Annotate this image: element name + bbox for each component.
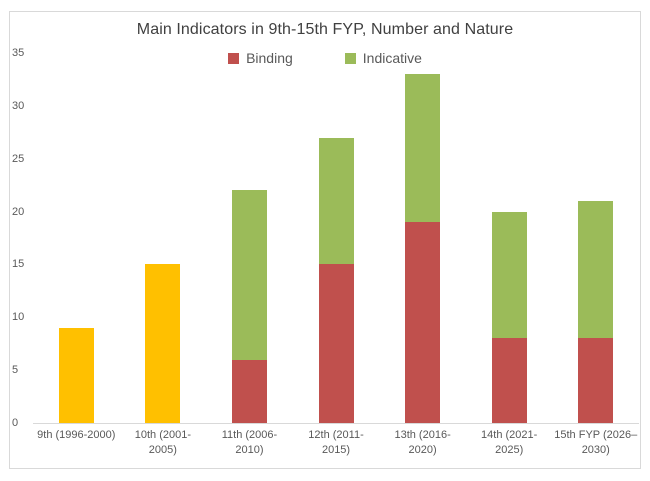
bar-15th[interactable]: [578, 201, 614, 423]
legend-item-binding[interactable]: Binding: [228, 50, 293, 66]
chart-title: Main Indicators in 9th-15th FYP, Number …: [136, 21, 514, 38]
bar-13th[interactable]: [405, 74, 441, 423]
bar-segment-binding[interactable]: [578, 338, 614, 423]
plot-area: [33, 53, 639, 424]
y-axis-labels: 0 5 10 15 20 25 30 35: [12, 47, 36, 429]
bar-slot: [379, 53, 466, 423]
bar-segment[interactable]: [58, 327, 94, 423]
x-axis-label: 10th (2001- 2005): [134, 429, 191, 456]
bar-11th[interactable]: [231, 190, 267, 423]
bar-segment-indicative[interactable]: [231, 190, 267, 360]
legend-item-indicative[interactable]: Indicative: [344, 50, 422, 66]
legend-label: Indicative: [362, 50, 422, 66]
legend-swatch-icon: [228, 52, 240, 64]
y-tick-label: 0: [12, 417, 19, 429]
x-axis-label: 13th (2016- 2020): [394, 429, 451, 456]
x-axis-label: 12th (2011- 2015): [308, 429, 364, 456]
x-axis-label: 14th (2021- 2025): [481, 429, 538, 456]
bar-slot: [206, 53, 293, 423]
bar-segment-indicative[interactable]: [578, 201, 614, 339]
y-tick-label: 25: [12, 152, 25, 165]
bar-segment-binding[interactable]: [405, 222, 441, 423]
x-axis-label: 11th (2006- 2010): [221, 429, 278, 456]
y-tick-label: 30: [12, 99, 25, 112]
y-tick-label: 35: [12, 47, 25, 59]
y-tick-label: 20: [12, 205, 25, 218]
bar-segment-indicative[interactable]: [405, 74, 441, 223]
x-axis-label: 9th (1996-2000): [37, 429, 116, 441]
legend: Binding Indicative: [10, 50, 640, 66]
bar-10th[interactable]: [145, 264, 181, 423]
chart-frame: Main Indicators in 9th-15th FYP, Number …: [9, 11, 641, 469]
bar-9th[interactable]: [58, 327, 94, 423]
plot-bars: [33, 53, 639, 423]
y-tick-label: 10: [12, 311, 25, 324]
bar-slot: [33, 53, 120, 423]
bar-slot: [466, 53, 553, 423]
bar-segment-binding[interactable]: [231, 359, 267, 423]
legend-swatch-icon: [344, 52, 356, 64]
bar-segment-binding[interactable]: [491, 338, 527, 423]
bar-segment[interactable]: [145, 264, 181, 423]
bar-segment-binding[interactable]: [318, 264, 354, 423]
y-tick-label: 15: [12, 258, 25, 271]
x-axis-labels: 9th (1996-2000) 10th (2001- 2005) 11th (200…: [33, 428, 639, 458]
bar-slot: [293, 53, 380, 423]
y-tick-label: 5: [12, 364, 19, 377]
bar-slot: [552, 53, 639, 423]
bar-slot: [120, 53, 207, 423]
bar-12th[interactable]: [318, 137, 354, 423]
legend-label: Binding: [246, 50, 293, 66]
bar-segment-indicative[interactable]: [491, 211, 527, 339]
bar-segment-indicative[interactable]: [318, 137, 354, 265]
x-axis-label: 15th FYP (2026– 2030): [554, 429, 638, 456]
bar-14th[interactable]: [491, 211, 527, 423]
